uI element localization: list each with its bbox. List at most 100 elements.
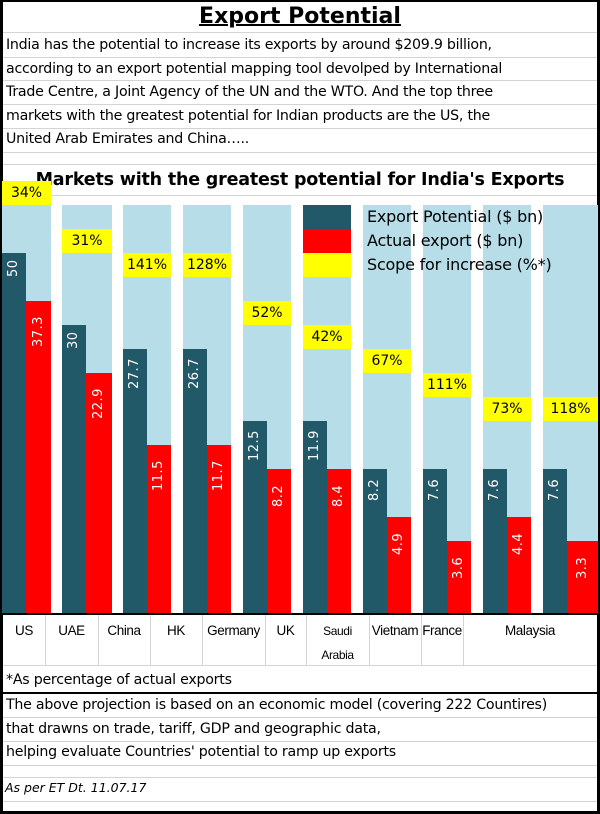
data-label-actual-export: 11.7: [211, 460, 226, 491]
category-separator: [150, 615, 151, 665]
category-label-line: UAE: [58, 623, 85, 638]
bar-actual-export-china: [147, 445, 171, 613]
gridline: [3, 104, 597, 105]
bar-export-potential-china: [123, 349, 147, 613]
gridline: [3, 152, 597, 153]
scope-label-malaysia: 118%: [543, 397, 598, 421]
category-label-china: China: [98, 615, 150, 665]
legend-label-export-potential: Export Potential ($ bn): [367, 207, 544, 226]
gridline: [3, 765, 597, 766]
gridline: [3, 801, 597, 802]
scope-label-us: 34%: [2, 181, 51, 205]
bar-actual-export-france: [507, 517, 531, 613]
chart-baseline: [3, 613, 597, 615]
gridline: [3, 128, 597, 129]
intro-line: Trade Centre, a Joint Agency of the UN a…: [6, 84, 493, 100]
legend-label-scope: Scope for increase (%*): [367, 255, 552, 274]
category-label-line: Saudi: [323, 624, 352, 638]
bar-export-potential-vietnam: [423, 469, 447, 613]
bar-actual-export-saudi-arabia: [387, 517, 411, 613]
category-label-uae: UAE: [45, 615, 98, 665]
data-label-actual-export: 37.3: [31, 316, 46, 347]
gridline: [3, 164, 597, 165]
data-label-actual-export: 11.5: [151, 460, 166, 491]
scope-label-vietnam: 111%: [423, 373, 471, 397]
gridline: [3, 32, 597, 33]
data-label-actual-export: 3.6: [451, 556, 466, 579]
category-label-line: Malaysia: [504, 623, 556, 638]
data-label-export-potential: 30: [66, 331, 81, 349]
data-label-export-potential: 11.9: [307, 430, 322, 461]
scope-label-france: 73%: [483, 397, 531, 421]
note-line: The above projection is based on an econ…: [6, 697, 547, 713]
category-label-germany: Germany: [202, 615, 265, 665]
intro-line: according to an export potential mapping…: [6, 61, 503, 77]
gridline: [3, 777, 597, 778]
bar-actual-export-malaysia: [567, 541, 598, 613]
category-label-us: US: [3, 615, 45, 665]
category-label-line: China: [107, 623, 141, 638]
category-label-line: UK: [276, 623, 295, 638]
scope-label-saudi-arabia: 67%: [363, 349, 411, 373]
scope-label-china: 141%: [123, 253, 171, 277]
category-separator: [265, 615, 266, 665]
category-label-hk: HK: [150, 615, 202, 665]
bar-actual-export-us: [26, 301, 51, 613]
data-label-export-potential: 7.6: [487, 478, 502, 501]
legend-label-actual-export: Actual export ($ bn): [367, 231, 524, 250]
category-separator: [202, 615, 203, 665]
category-label-saudi-arabia: Saudi Arabia: [306, 615, 369, 665]
data-label-export-potential: 12.5: [247, 430, 262, 461]
data-label-export-potential: 50: [6, 259, 21, 277]
category-separator: [306, 615, 307, 665]
category-label-line: US: [15, 623, 33, 638]
category-label-line: Arabia: [321, 648, 354, 662]
page-title-text: Export Potential: [199, 4, 401, 29]
bar-export-potential-france: [483, 469, 507, 613]
category-separator: [463, 615, 464, 665]
gridline: [3, 665, 597, 666]
bar-export-potential-malaysia: [543, 469, 567, 613]
page-title: Export Potential: [0, 2, 600, 32]
data-label-export-potential: 8.2: [367, 478, 382, 501]
note-line: helping evaluate Countries' potential to…: [6, 744, 396, 760]
data-label-export-potential: 27.7: [127, 358, 142, 389]
category-label-uk: UK: [265, 615, 306, 665]
category-label-line: HK: [167, 623, 185, 638]
intro-line: India has the potential to increase its …: [6, 37, 492, 53]
gridline: [3, 195, 597, 196]
bar-export-potential-germany: [243, 421, 267, 613]
data-label-actual-export: 8.2: [271, 484, 286, 507]
category-separator: [369, 615, 370, 665]
category-label-france: France: [421, 615, 463, 665]
bar-export-potential-uae: [62, 325, 86, 613]
legend-swatch-actual-export: [303, 229, 351, 253]
legend-swatch-scope: [303, 253, 351, 277]
bar-actual-export-hk: [207, 445, 231, 613]
intro-line: United Arab Emirates and China…..: [6, 131, 250, 147]
category-label-line: France: [422, 623, 462, 638]
gridline: [3, 57, 597, 58]
category-separator: [98, 615, 99, 665]
bar-export-potential-saudi-arabia: [363, 469, 387, 613]
scope-label-uk: 42%: [303, 325, 351, 349]
scope-label-hk: 128%: [183, 253, 231, 277]
bar-export-potential-hk: [183, 349, 207, 613]
scope-label-germany: 52%: [243, 301, 291, 325]
data-label-actual-export: 22.9: [91, 388, 106, 419]
gridline: [3, 741, 597, 742]
footnote: *As percentage of actual exports: [6, 672, 232, 688]
category-label-malaysia: Malaysia: [463, 615, 597, 665]
category-separator: [421, 615, 422, 665]
divider: [3, 692, 597, 694]
gridline: [3, 80, 597, 81]
category-label-line: Germany: [207, 623, 260, 638]
category-separator: [45, 615, 46, 665]
bar-actual-export-uk: [327, 469, 351, 613]
chart-title: Markets with the greatest potential for …: [35, 170, 565, 190]
data-label-actual-export: 3.3: [575, 556, 590, 579]
bar-export-potential-uk: [303, 421, 327, 613]
legend-swatch-export-potential: [303, 205, 351, 229]
data-label-export-potential: 26.7: [187, 358, 202, 389]
